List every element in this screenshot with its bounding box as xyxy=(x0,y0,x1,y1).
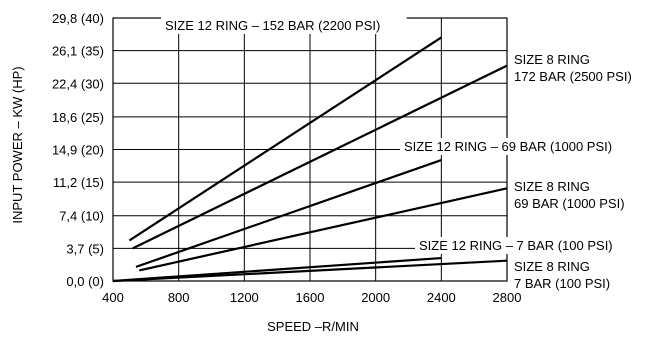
x-tick-label: 2400 xyxy=(427,290,456,305)
y-tick-label: 3,7 (5) xyxy=(66,241,104,256)
y-tick-label: 29,8 (40) xyxy=(52,11,104,26)
series-label-line: SIZE 12 RING – 7 BAR (100 PSI) xyxy=(419,238,613,253)
series-label-line: 69 BAR (1000 PSI) xyxy=(514,196,625,211)
series-label-line: SIZE 8 RING xyxy=(514,52,590,67)
series-label: SIZE 8 RING 172 BAR (2500 PSI) xyxy=(514,52,632,84)
y-tick-label: 14,9 (20) xyxy=(52,143,104,158)
y-tick-label: 22,4 (30) xyxy=(52,76,104,91)
x-axis-title: SPEED –R/MIN xyxy=(267,319,359,334)
x-tick-label: 2800 xyxy=(493,290,522,305)
series-line xyxy=(133,66,507,249)
series-label: SIZE 12 RING – 7 BAR (100 PSI) xyxy=(415,237,639,254)
y-tick-label: 18,6 (25) xyxy=(52,110,104,125)
x-tick-label: 400 xyxy=(102,290,124,305)
series-label: SIZE 12 RING – 152 BAR (2200 PSI) xyxy=(161,17,407,34)
tick-layer: 400 800 1200 1600 2000 2400 2800 0,0 (0) 3,7 (5)… xyxy=(52,11,522,305)
x-tick-label: 800 xyxy=(168,290,190,305)
series-label: SIZE 8 RING 69 BAR (1000 PSI) xyxy=(514,179,625,211)
y-tick-label: 26,1 (35) xyxy=(52,44,104,59)
x-tick-label: 1600 xyxy=(296,290,325,305)
x-tick-label: 2000 xyxy=(361,290,390,305)
y-tick-label: 7,4 (10) xyxy=(59,209,104,224)
y-tick-label: 0,0 (0) xyxy=(66,274,104,289)
y-axis-title: INPUT POWER – KW (HP) xyxy=(10,66,25,223)
series-line xyxy=(129,37,441,240)
series-label-line: SIZE 12 RING – 69 BAR (1000 PSI) xyxy=(404,139,612,154)
y-tick-label: 11,2 (15) xyxy=(53,175,104,190)
series-label: SIZE 12 RING – 69 BAR (1000 PSI) xyxy=(400,138,638,155)
series-label-line: SIZE 8 RING xyxy=(514,259,590,274)
series-label-line: SIZE 12 RING – 152 BAR (2200 PSI) xyxy=(165,18,380,33)
x-tick-label: 1200 xyxy=(230,290,259,305)
series-label-line: 172 BAR (2500 PSI) xyxy=(514,69,632,84)
series-label-line: 7 BAR (100 PSI) xyxy=(514,276,610,291)
series-label-line: SIZE 8 RING xyxy=(514,179,590,194)
series-label: SIZE 8 RING 7 BAR (100 PSI) xyxy=(514,259,610,291)
